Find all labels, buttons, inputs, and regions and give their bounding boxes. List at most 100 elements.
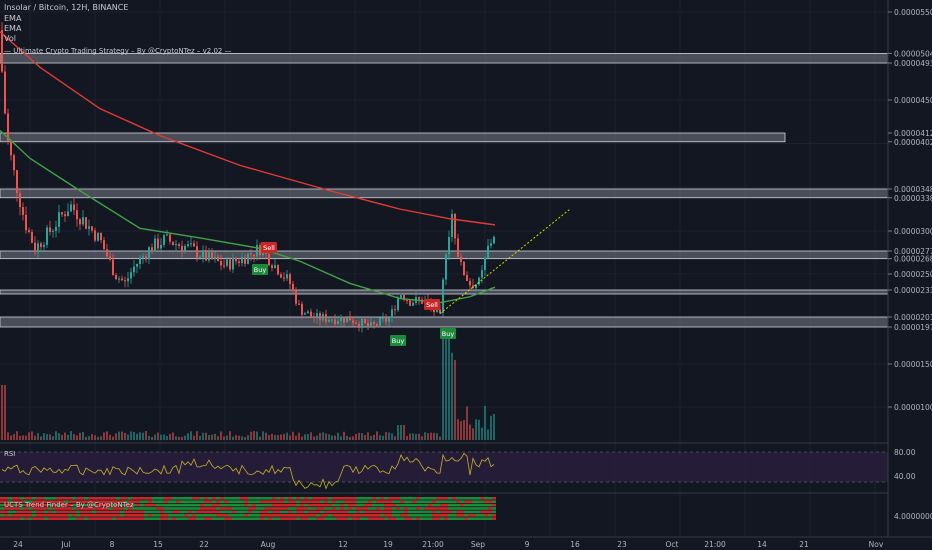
trend-cell xyxy=(116,514,120,517)
trend-cell xyxy=(352,507,356,510)
trend-cell xyxy=(392,497,396,500)
candle-body xyxy=(19,193,21,208)
trend-finder-label: UCTS Trend Finder – By @CryptoNTez xyxy=(4,501,134,509)
trend-cell xyxy=(292,497,296,500)
trend-cell xyxy=(56,500,60,503)
trend-cell xyxy=(176,503,180,507)
volume-bar xyxy=(106,431,108,440)
volume-bar xyxy=(469,424,471,440)
trend-cell xyxy=(392,500,396,503)
trend-cell xyxy=(308,500,312,503)
trend-cell xyxy=(40,503,44,507)
candle-body xyxy=(397,297,399,311)
candle-body xyxy=(328,319,330,322)
trend-cell xyxy=(72,510,76,514)
trend-cell xyxy=(92,507,96,510)
trend-cell xyxy=(68,517,72,520)
trend-cell xyxy=(332,500,336,503)
trend-cell xyxy=(304,507,308,510)
trend-cell xyxy=(156,497,160,500)
trend-cell xyxy=(272,507,276,510)
trend-cell xyxy=(452,497,456,500)
trend-cell xyxy=(52,497,56,500)
candle-body xyxy=(40,243,42,247)
volume-bar xyxy=(412,433,414,440)
volume-bar xyxy=(307,434,309,440)
trend-cell xyxy=(120,497,124,500)
trend-cell xyxy=(376,517,380,520)
volume-bar xyxy=(130,431,132,440)
price-tick: 0.00004500 xyxy=(894,96,932,105)
volume-bar xyxy=(427,433,429,440)
volume-bar xyxy=(373,434,375,440)
time-tick: 23 xyxy=(617,540,627,549)
trend-cell xyxy=(332,514,336,517)
trend-cell xyxy=(12,510,16,514)
trend-cell xyxy=(368,510,372,514)
trend-cell xyxy=(476,503,480,507)
volume-bar xyxy=(175,436,177,440)
trend-cell xyxy=(372,514,376,517)
trend-cell xyxy=(400,510,404,514)
candle-body xyxy=(331,319,333,321)
trend-cell xyxy=(144,497,148,500)
trend-cell xyxy=(116,507,120,510)
price-tick: 0.00002010 xyxy=(894,313,932,322)
trend-cell xyxy=(352,500,356,503)
trend-cell xyxy=(256,517,260,520)
trend-cell xyxy=(272,503,276,507)
volume-bar xyxy=(88,436,90,440)
trend-cell xyxy=(188,497,192,500)
candle-body xyxy=(223,265,225,267)
trend-cell xyxy=(16,514,20,517)
trend-cell xyxy=(68,514,72,517)
trend-tick: 4.00000000 xyxy=(894,512,932,521)
trend-cell xyxy=(40,510,44,514)
rsi-tick: 80.00 xyxy=(894,448,916,457)
trend-cell xyxy=(84,500,88,503)
trend-cell xyxy=(404,503,408,507)
trend-cell xyxy=(416,510,420,514)
trend-cell xyxy=(12,497,16,500)
time-tick: 15 xyxy=(153,540,163,549)
volume-bar xyxy=(331,435,333,440)
trend-cell xyxy=(468,497,472,500)
candle-body xyxy=(355,322,357,324)
trend-cell xyxy=(264,500,268,503)
trend-cell xyxy=(240,517,244,520)
trend-cell xyxy=(96,500,100,503)
candle-body xyxy=(367,323,369,327)
trend-cell xyxy=(172,507,176,510)
trend-cell xyxy=(248,497,252,500)
candle-body xyxy=(250,253,252,255)
trend-cell xyxy=(424,500,428,503)
trend-cell xyxy=(44,503,48,507)
trend-cell xyxy=(216,510,220,514)
trend-cell xyxy=(352,497,356,500)
trend-cell xyxy=(256,503,260,507)
trend-cell xyxy=(276,517,280,520)
trend-cell xyxy=(16,500,20,503)
trend-cell xyxy=(4,517,8,520)
trend-cell xyxy=(156,507,160,510)
trend-cell xyxy=(476,517,480,520)
candle-body xyxy=(340,316,342,322)
candle-body xyxy=(226,259,228,266)
candle-body xyxy=(232,257,234,270)
time-tick: 12 xyxy=(338,540,348,549)
trend-cell xyxy=(232,514,236,517)
trend-cell xyxy=(12,503,16,507)
trend-cell xyxy=(260,517,264,520)
trend-cell xyxy=(416,507,420,510)
trend-cell xyxy=(56,510,60,514)
trend-cell xyxy=(476,514,480,517)
trend-cell xyxy=(200,500,204,503)
volume-bar xyxy=(490,415,492,440)
time-tick: 19 xyxy=(383,540,393,549)
volume-bar xyxy=(349,436,351,440)
volume-bar xyxy=(16,431,18,440)
candle-body xyxy=(229,259,231,270)
volume-bar xyxy=(19,435,21,440)
trend-cell xyxy=(284,503,288,507)
